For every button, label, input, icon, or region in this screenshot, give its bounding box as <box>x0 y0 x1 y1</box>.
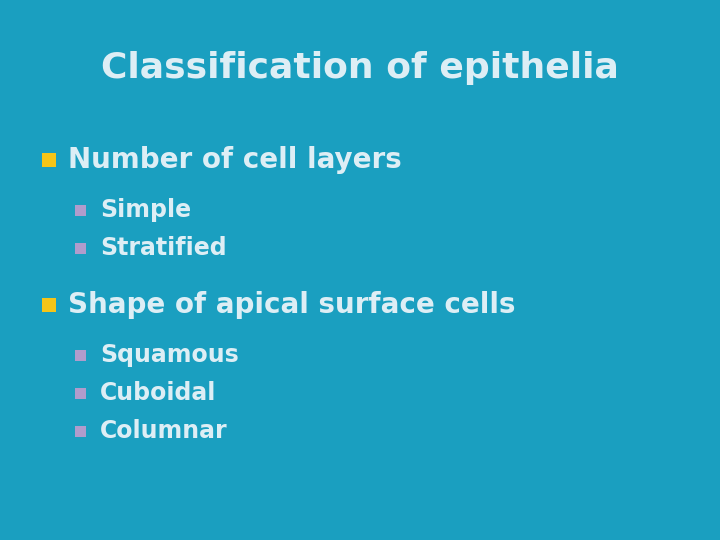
Bar <box>75 349 86 361</box>
Text: Classification of epithelia: Classification of epithelia <box>101 51 619 85</box>
Bar <box>75 426 86 436</box>
Bar <box>42 153 56 167</box>
Bar <box>75 205 86 215</box>
Bar <box>42 298 56 312</box>
Text: Number of cell layers: Number of cell layers <box>68 146 402 174</box>
Text: Squamous: Squamous <box>100 343 239 367</box>
Bar <box>75 242 86 253</box>
Text: Simple: Simple <box>100 198 191 222</box>
Text: Columnar: Columnar <box>100 419 228 443</box>
Text: Shape of apical surface cells: Shape of apical surface cells <box>68 291 516 319</box>
Text: Cuboidal: Cuboidal <box>100 381 217 405</box>
Text: Stratified: Stratified <box>100 236 227 260</box>
Bar <box>75 388 86 399</box>
